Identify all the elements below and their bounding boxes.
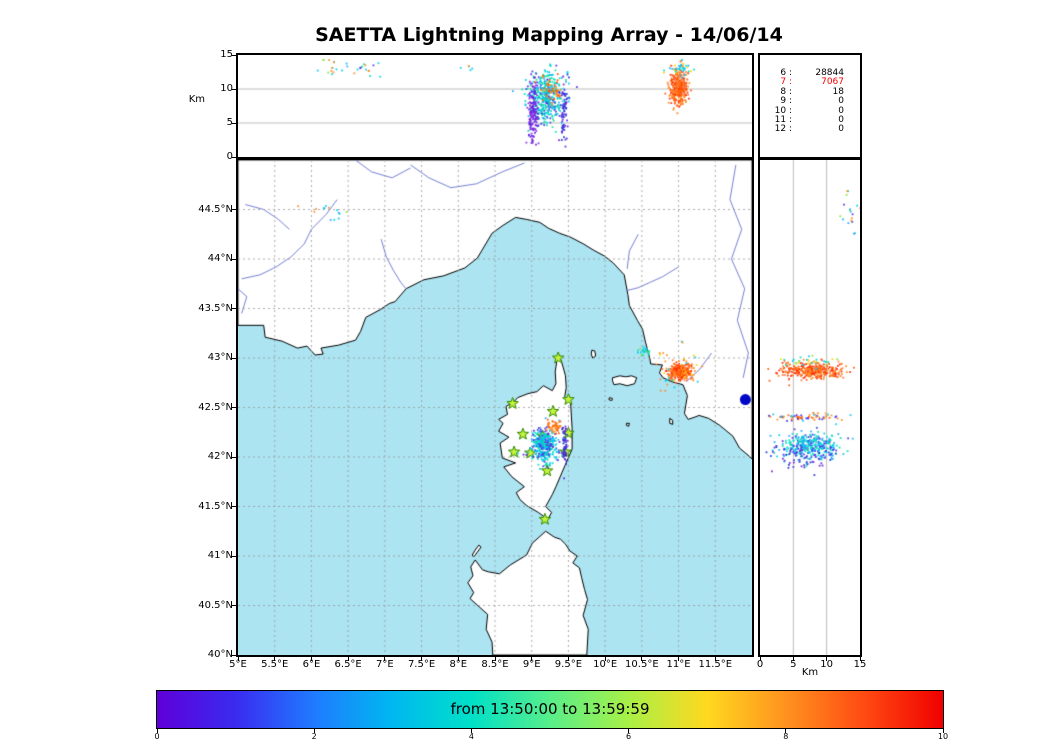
axis-tick <box>678 657 680 661</box>
tick-label: 40.5°N <box>198 599 233 611</box>
tick-label: 9°E <box>522 659 541 670</box>
colorbar-label: from 13:50:00 to 13:59:59 <box>450 700 650 718</box>
tick-label: 0 <box>226 151 233 162</box>
tick-label: 8.5°E <box>481 659 509 670</box>
axis-tick <box>421 657 423 661</box>
tick-label: 5 <box>790 659 797 670</box>
axis-tick <box>232 506 236 507</box>
map-panel <box>238 160 752 655</box>
tick-label: 5 <box>226 117 233 128</box>
axis-tick <box>759 657 761 661</box>
axis-tick <box>232 258 236 260</box>
axis-tick <box>232 209 236 210</box>
axis-tick <box>232 456 236 458</box>
altitude-longitude-panel <box>238 55 752 157</box>
axis-tick <box>232 654 236 656</box>
tick-label: 11.5°E <box>698 659 733 670</box>
tick-label: 2 <box>311 732 317 741</box>
stats-row: 10 :0 <box>774 105 844 116</box>
time-colorbar: from 13:50:00 to 13:59:59 <box>156 690 944 729</box>
axis-tick <box>232 156 236 158</box>
axis-tick <box>237 657 239 661</box>
tick-label: 42°N <box>207 451 233 462</box>
axis-tick <box>641 657 643 661</box>
tick-label: 10°E <box>593 659 618 670</box>
stats-row: 6 :28844 <box>780 68 844 78</box>
axis-tick <box>531 657 533 661</box>
tick-label: 15 <box>220 49 233 60</box>
stats-row: 8 :18 <box>780 86 844 97</box>
axis-tick <box>232 555 236 557</box>
tick-label: 9.5°E <box>554 659 583 670</box>
tick-label: 40°N <box>207 649 233 660</box>
axis-tick <box>310 657 312 661</box>
axis-tick <box>628 729 630 733</box>
tick-label: 8 <box>783 732 789 741</box>
tick-label: 7.5°E <box>407 659 436 670</box>
tick-label: 41°N <box>207 550 233 561</box>
tick-label: 42.5°N <box>198 401 233 413</box>
stats-row: 11 :0 <box>774 115 844 126</box>
tick-label: 15 <box>853 659 867 670</box>
tick-label: 10.5°E <box>625 659 659 670</box>
stats-row: 9 :0 <box>780 96 844 107</box>
axis-tick <box>232 308 236 309</box>
tick-label: 8°E <box>449 659 468 670</box>
tick-label: 10 <box>820 659 834 670</box>
tick-label: 7°E <box>376 659 394 670</box>
axis-tick <box>792 657 794 661</box>
tick-label: 6 <box>626 732 632 741</box>
figure-title: SAETTA Lightning Mapping Array - 14/06/1… <box>315 24 783 46</box>
axis-tick <box>232 407 236 408</box>
stats-row: 7 :7067 <box>780 77 844 88</box>
tick-label: 43.5°N <box>198 302 233 314</box>
tick-label: 10 <box>220 83 233 94</box>
source-count-list: 6 :28844 7 :7067 8 :18 9 :0 10 :0 11 :0 12 :0 <box>766 68 844 135</box>
tick-label: 43°N <box>207 352 233 363</box>
axis-tick <box>942 729 944 733</box>
tick-label: 6°E <box>302 659 321 670</box>
axis-tick <box>714 657 716 661</box>
axis-tick <box>232 88 236 90</box>
stats-row: 12 :0 <box>774 124 844 135</box>
tick-label: 44°N <box>207 253 233 264</box>
axis-tick <box>859 657 861 661</box>
tick-label: 5.5°E <box>261 659 289 670</box>
axis-tick <box>826 657 828 661</box>
tick-label: 4 <box>468 732 474 741</box>
axis-tick <box>494 657 496 661</box>
right-km-axis-label: Km <box>801 667 819 678</box>
axis-tick <box>156 729 158 733</box>
axis-tick <box>347 657 349 661</box>
axis-tick <box>274 657 276 661</box>
axis-tick <box>470 729 472 733</box>
tick-label: 0 <box>756 659 764 670</box>
axis-tick <box>313 729 315 733</box>
tick-label: 41.5°N <box>198 500 233 512</box>
tick-label: 5°E <box>229 659 247 670</box>
tick-label: 6.5°E <box>334 659 362 670</box>
altitude-axis-label: Km <box>188 94 205 105</box>
axis-tick <box>232 357 236 359</box>
axis-tick <box>232 54 236 56</box>
axis-tick <box>232 122 236 124</box>
axis-tick <box>384 657 386 661</box>
axis-tick <box>457 657 459 661</box>
tick-label: 11°E <box>666 659 691 670</box>
axis-tick <box>232 605 236 606</box>
tick-label: 44.5°N <box>198 203 233 215</box>
tick-label: 10 <box>937 732 949 741</box>
axis-tick <box>604 657 606 661</box>
axis-tick <box>567 657 569 661</box>
axis-tick <box>785 729 787 733</box>
altitude-latitude-panel <box>760 160 860 655</box>
tick-label: 0 <box>154 732 160 741</box>
